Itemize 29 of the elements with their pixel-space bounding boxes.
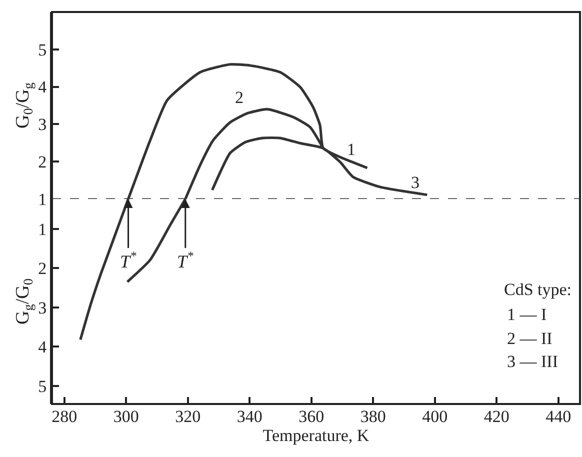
x-tick-label: 380 [360, 407, 386, 426]
annotation: 1 [347, 140, 356, 159]
y-tick-label: 3 [38, 298, 47, 318]
y-tick-label: 1 [38, 220, 47, 239]
y-tick-label: 2 [38, 259, 47, 278]
x-tick-label: 420 [484, 407, 510, 426]
x-tick-label: 440 [546, 407, 572, 426]
annotation: 3 [411, 173, 420, 192]
x-tick-label: 400 [422, 407, 448, 426]
y-tick-label: 4 [38, 338, 48, 357]
x-axis-title: Temperature, K [262, 426, 370, 445]
y-tick-label: 1 [38, 190, 47, 209]
annotation: 2 — II [507, 329, 553, 348]
x-tick-label: 320 [175, 407, 201, 426]
annotation: 2 [235, 88, 244, 107]
y-tick-label: 4 [38, 78, 48, 97]
x-tick-label: 300 [113, 407, 139, 426]
annotation: T$^{*}$ [120, 249, 138, 272]
x-tick-label: 280 [52, 407, 78, 426]
x-tick-label: 340 [236, 407, 262, 426]
annotation: 3 — III [507, 352, 558, 371]
annotation: T$^{*}$ [177, 249, 194, 272]
annotation: 1 — I [507, 305, 547, 324]
x-tick-label: 360 [298, 407, 324, 426]
y-tick-label: 5 [38, 376, 47, 396]
y-tick-label: 3 [38, 115, 47, 134]
annotation: CdS type: [504, 280, 572, 299]
y-tick-label: 5 [38, 40, 47, 60]
y-tick-label: 2 [38, 152, 47, 172]
